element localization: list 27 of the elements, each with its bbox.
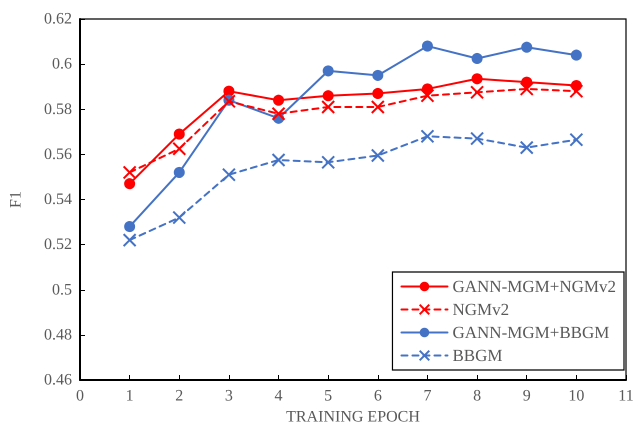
x-tick-label: 7 xyxy=(423,388,432,404)
x-tick-label: 9 xyxy=(522,388,531,404)
y-tick-label: 0.48 xyxy=(44,326,72,344)
legend-label: GANN-MGM+BBGM xyxy=(452,323,610,342)
legend-label: GANN-MGM+NGMv2 xyxy=(452,277,616,296)
legend-label: NGMv2 xyxy=(452,300,510,319)
x-tick-label: 4 xyxy=(274,388,283,404)
y-tick-label: 0.58 xyxy=(44,100,72,118)
y-tick-label: 0.54 xyxy=(44,191,72,208)
x-tick-label: 11 xyxy=(618,388,634,404)
y-tick-label: 0.52 xyxy=(44,236,72,254)
x-tick-label: 3 xyxy=(224,388,233,404)
x-tick-label: 6 xyxy=(374,388,382,404)
x-axis-title: TRAINING EPOCH xyxy=(286,408,420,426)
y-axis-title: F1 xyxy=(8,191,24,208)
y-tick-label: 0.5 xyxy=(52,281,72,298)
x-tick-label: 8 xyxy=(473,388,482,404)
x-tick-label: 2 xyxy=(175,388,184,404)
x-tick-label: 0 xyxy=(76,388,84,404)
y-tick-label: 0.46 xyxy=(44,372,72,388)
x-tick-label: 10 xyxy=(568,388,584,404)
y-tick-label: 0.56 xyxy=(44,146,72,163)
legend-label: BBGM xyxy=(452,346,503,365)
y-tick-label: 0.6 xyxy=(52,56,72,73)
y-tick-label: 0.62 xyxy=(44,10,72,28)
x-tick-label: 5 xyxy=(324,388,332,404)
x-tick-label: 1 xyxy=(126,388,134,404)
